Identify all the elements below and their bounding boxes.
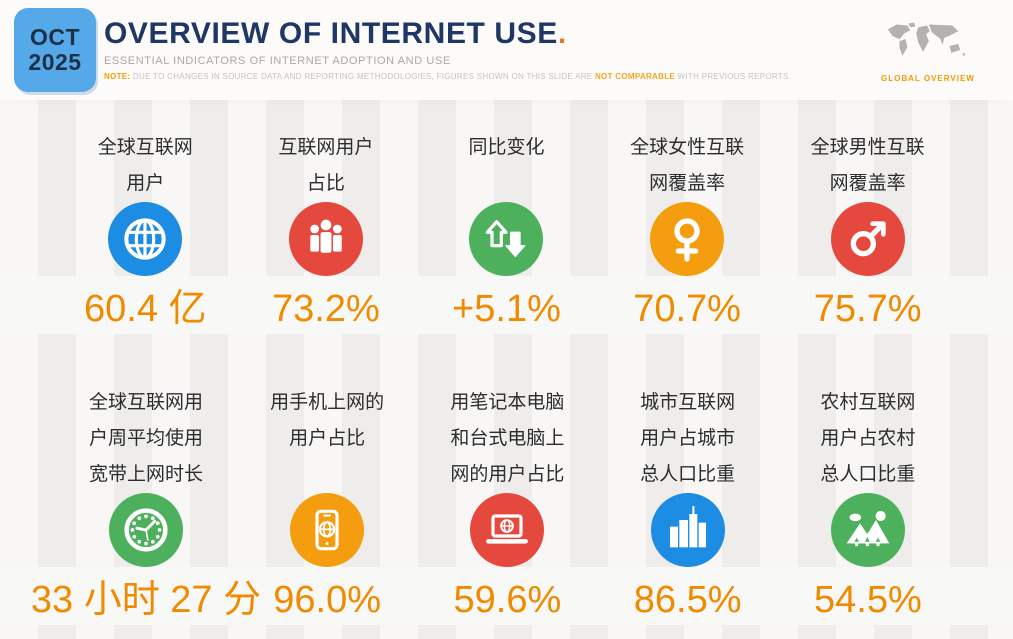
- stat-card-rural-internet-users: 农村互联网 用户占农村 总人口比重 54.5%: [778, 385, 958, 625]
- clock-icon: [109, 493, 183, 567]
- header: OCT 2025 OVERVIEW OF INTERNET USE. ESSEN…: [0, 0, 1013, 100]
- badge-month: OCT: [29, 24, 81, 51]
- city-buildings-icon: [650, 493, 725, 567]
- global-overview-label: GLOBAL OVERVIEW: [881, 74, 975, 83]
- laptop-icon: [470, 493, 545, 567]
- stat-card-laptop-desktop-users: 用笔记本电脑 和台式电脑上 网的用户占比 59.6%: [417, 385, 597, 625]
- stat-label: 农村互联网 用户占农村 总人口比重: [820, 392, 916, 485]
- countryside-icon: [830, 493, 905, 567]
- page-note: NOTE: DUE TO CHANGES IN SOURCE DATA AND …: [104, 72, 791, 81]
- up-down-arrows-icon: [469, 202, 544, 276]
- stat-label: 用笔记本电脑 和台式电脑上 网的用户占比: [450, 392, 565, 485]
- note-tail: WITH PREVIOUS REPORTS.: [677, 72, 792, 81]
- note-highlight: NOT COMPARABLE: [594, 72, 676, 81]
- female-icon: [650, 202, 725, 276]
- note-body: DUE TO CHANGES IN SOURCE DATA AND REPORT…: [132, 72, 593, 81]
- note-label: NOTE:: [104, 72, 131, 81]
- people-icon: [288, 202, 363, 276]
- stat-value: 73.2%: [272, 288, 380, 330]
- stat-card-urban-internet-users: 城市互联网 用户占城市 总人口比重 86.5%: [598, 385, 778, 625]
- stat-value: 59.6%: [453, 579, 562, 621]
- stat-value: 86.5%: [633, 579, 742, 621]
- stat-card-male-internet-coverage: 全球男性互联 网覆盖率 75.7%: [777, 130, 958, 334]
- stat-row-1: 全球互联网 用户 60.4 亿 互联网用户 占比: [0, 100, 1013, 334]
- global-overview-corner: GLOBAL OVERVIEW: [881, 20, 975, 83]
- globe-icon: [108, 202, 183, 276]
- stat-value: 60.4 亿: [84, 288, 207, 330]
- stat-value: 54.5%: [814, 579, 922, 621]
- stat-value: 75.7%: [813, 288, 922, 330]
- stat-label: 互联网用户 占比: [278, 137, 374, 194]
- stat-label: 同比变化: [468, 137, 545, 158]
- smartphone-icon: [290, 493, 365, 567]
- stat-value: 70.7%: [633, 288, 741, 330]
- stat-card-mobile-internet-users: 用手机上网的 用户占比 96.0%: [237, 385, 417, 625]
- stat-label: 全球互联网用 户周平均使用 宽带上网时长: [88, 392, 203, 485]
- title-block: OVERVIEW OF INTERNET USE. ESSENTIAL INDI…: [104, 17, 791, 81]
- male-icon: [830, 202, 905, 276]
- stat-label: 全球女性互联 网覆盖率: [630, 137, 745, 194]
- stat-label: 全球互联网 用户: [97, 137, 193, 194]
- world-map-icon: [881, 20, 969, 70]
- date-badge: OCT 2025: [14, 8, 96, 92]
- page-title-text: OVERVIEW OF INTERNET USE: [104, 17, 558, 50]
- stat-card-female-internet-coverage: 全球女性互联 网覆盖率 70.7%: [597, 130, 778, 334]
- stat-card-weekly-time-online: 全球互联网用 户周平均使用 宽带上网时长: [31, 385, 261, 625]
- stat-card-yoy-change: 同比变化 +5.1%: [416, 130, 597, 334]
- stat-card-global-internet-users: 全球互联网 用户 60.4 亿: [55, 130, 236, 334]
- stat-label: 城市互联网 用户占城市 总人口比重: [640, 392, 736, 485]
- stat-value: 96.0%: [273, 579, 381, 621]
- badge-year: 2025: [28, 49, 82, 75]
- stat-value: +5.1%: [452, 288, 561, 330]
- stat-card-internet-penetration: 互联网用户 占比 73.2%: [236, 130, 417, 334]
- stat-value: 33 小时 27 分: [30, 579, 262, 621]
- stat-row-2: 全球互联网用 户周平均使用 宽带上网时长: [0, 385, 1013, 625]
- stat-label: 全球男性互联 网覆盖率: [810, 137, 925, 194]
- page-subtitle: ESSENTIAL INDICATORS OF INTERNET ADOPTIO…: [104, 55, 451, 67]
- title-period: .: [557, 17, 567, 50]
- stat-label: 用手机上网的 用户占比: [270, 392, 385, 449]
- page-title: OVERVIEW OF INTERNET USE.: [104, 17, 791, 51]
